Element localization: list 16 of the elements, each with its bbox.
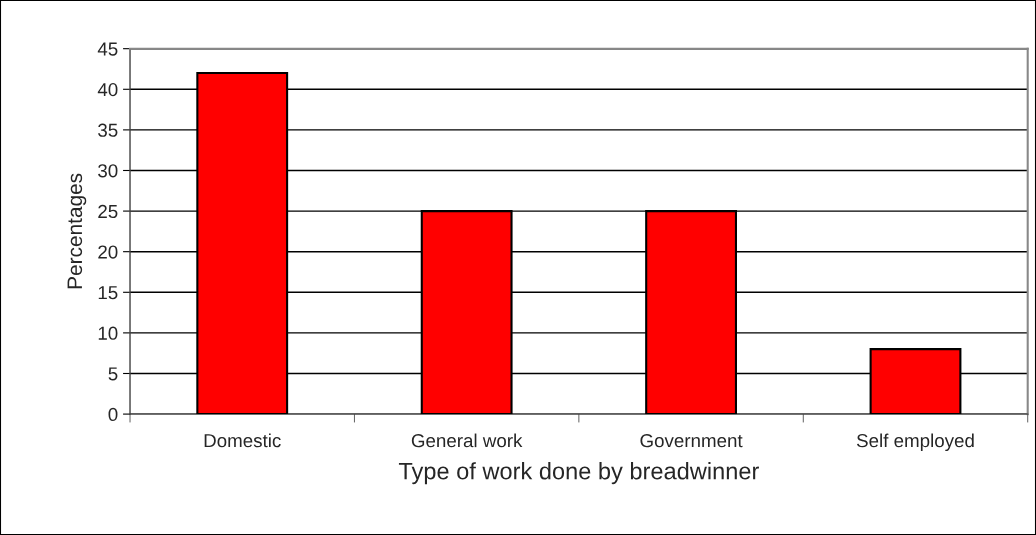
- y-tick-label: 5: [108, 367, 118, 381]
- x-axis-title: Type of work done by breadwinner: [398, 462, 759, 485]
- y-tick-label: 35: [98, 123, 118, 137]
- y-tick-label: 25: [98, 204, 118, 219]
- y-tick-label: 45: [97, 42, 118, 56]
- x-tick-label: Self employed: [856, 433, 974, 452]
- y-tick-label: 15: [98, 286, 118, 300]
- x-tick-label: Government: [640, 434, 743, 448]
- y-tick-label: 10: [98, 326, 118, 340]
- y-tick-label: 40: [97, 82, 118, 97]
- x-tick-label: General work: [411, 433, 523, 448]
- y-tick-label: 30: [98, 164, 118, 178]
- y-tick-label: 0: [108, 407, 118, 422]
- y-axis-title: Percentages: [67, 173, 87, 289]
- y-tick-label: 20: [98, 245, 118, 259]
- x-tick-label: Domestic: [204, 433, 281, 448]
